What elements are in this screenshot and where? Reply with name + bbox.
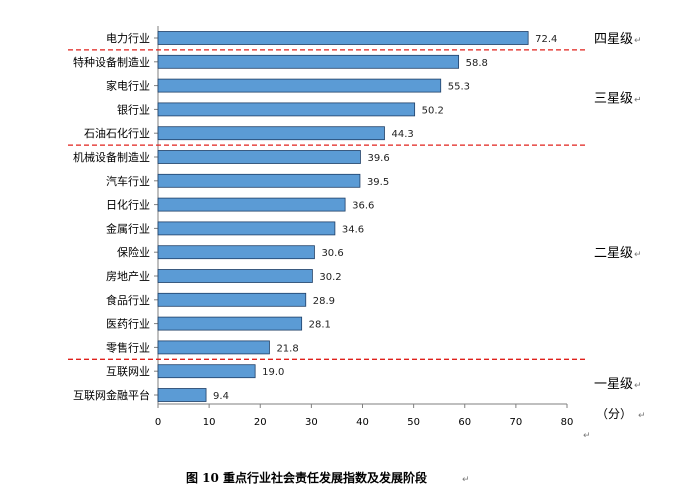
category-label: 零售行业: [106, 340, 150, 354]
value-label: 21.8: [276, 343, 298, 354]
x-tick-label: 20: [254, 417, 267, 428]
category-label: 机械设备制造业: [73, 150, 150, 164]
value-label: 34.6: [342, 224, 364, 235]
category-label: 食品行业: [106, 293, 150, 307]
category-label: 日化行业: [106, 198, 150, 212]
value-label: 39.6: [367, 153, 389, 164]
category-label: 金属行业: [106, 221, 150, 235]
x-tick-label: 10: [203, 417, 216, 428]
x-tick-label: 40: [356, 417, 369, 428]
category-label: 保险业: [117, 245, 150, 259]
x-unit-label: （分）: [596, 407, 632, 421]
bar: [157, 364, 256, 379]
bar: [157, 78, 442, 93]
x-tick-label: 30: [305, 417, 318, 428]
x-tick-label: 70: [510, 417, 523, 428]
tier-return-mark: ↵: [634, 96, 642, 106]
bar: [157, 102, 416, 117]
category-label: 房地产业: [106, 269, 150, 283]
tier-label: 一星级: [594, 377, 633, 392]
value-label: 44.3: [391, 129, 413, 140]
x-tick-label: 60: [458, 417, 471, 428]
bar: [157, 31, 529, 45]
category-labels: 电力行业特种设备制造业家电行业银行业石油石化行业机械设备制造业汽车行业日化行业金…: [73, 32, 150, 402]
value-label: 55.3: [448, 82, 470, 93]
tier-return-mark: ↵: [634, 250, 642, 260]
figure-caption: 图 10 重点行业社会责任发展指数及发展阶段: [186, 470, 428, 485]
value-label: 39.5: [367, 177, 389, 188]
bar: [157, 173, 361, 188]
bar: [157, 292, 307, 307]
x-tick-label: 80: [561, 417, 574, 428]
bar: [157, 388, 207, 402]
category-label: 石油石化行业: [84, 126, 150, 140]
category-label: 医药行业: [106, 318, 150, 331]
bar: [157, 221, 336, 236]
bar: [157, 245, 315, 260]
bar: [157, 150, 361, 164]
tier-dividers: [68, 49, 588, 360]
value-label: 30.6: [321, 248, 343, 259]
bar: [157, 197, 346, 212]
category-label: 互联网业: [106, 365, 150, 378]
value-labels: 72.4 58.8 55.3 50.2 44.3 39.6 39.5 36.6 34.6 30.6…: [213, 34, 557, 402]
value-label: 28.1: [309, 320, 331, 331]
value-label: 72.4: [535, 34, 557, 45]
category-label: 汽车行业: [106, 174, 150, 188]
category-label: 银行业: [117, 102, 150, 116]
value-label: 28.9: [313, 296, 335, 307]
bar: [157, 54, 460, 69]
tier-label: 三星级: [594, 92, 633, 107]
value-label: 36.6: [352, 201, 374, 212]
x-tick-label: 0: [155, 417, 161, 428]
tier-label: 二星级: [594, 246, 633, 261]
value-label: 9.4: [213, 391, 229, 402]
unit-return-mark: ↵: [638, 411, 646, 421]
category-label: 电力行业: [106, 32, 150, 45]
bar: [157, 269, 313, 283]
value-label: 19.0: [262, 367, 284, 378]
bar: [157, 316, 303, 331]
tier-labels: 四星级 ↵三星级 ↵二星级 ↵一星级 ↵: [594, 32, 642, 392]
bar: [157, 340, 270, 355]
caption-return-mark: ↵: [462, 475, 470, 485]
tier-label: 四星级: [594, 32, 633, 47]
bar-series: [157, 31, 529, 402]
category-label: 家电行业: [106, 79, 150, 93]
tier-return-mark: ↵: [634, 381, 642, 391]
category-label: 特种设备制造业: [73, 55, 150, 69]
value-label: 58.8: [466, 58, 488, 69]
bar: [157, 126, 385, 141]
x-tick-label: 50: [407, 417, 420, 428]
tier-return-mark: ↵: [634, 36, 642, 46]
value-label: 50.2: [422, 105, 444, 116]
category-label: 互联网金融平台: [73, 388, 150, 402]
axis-return-mark: ↵: [583, 431, 591, 441]
value-label: 30.2: [319, 272, 341, 283]
